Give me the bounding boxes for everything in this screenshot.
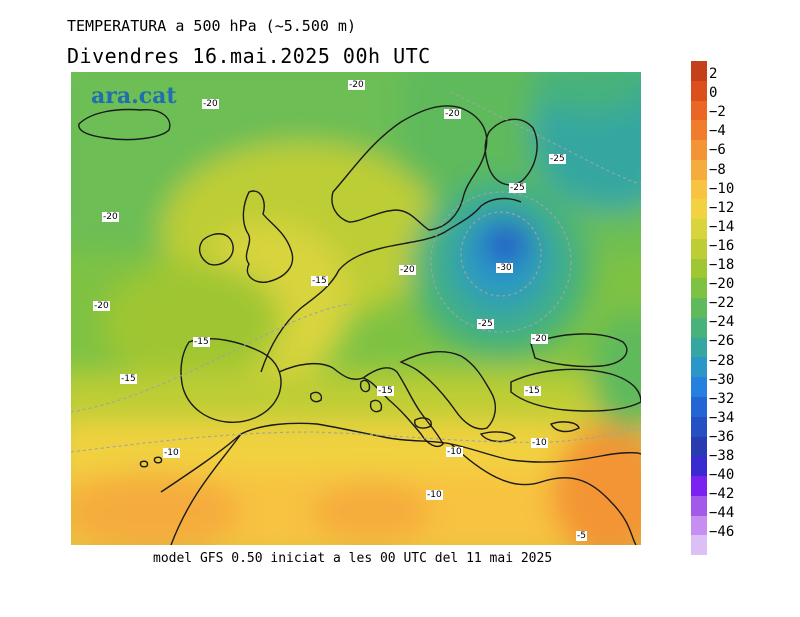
- color-scale-label: −24: [709, 314, 735, 331]
- color-scale-swatch: [691, 80, 707, 101]
- color-scale-label: −34: [709, 409, 735, 426]
- contour-label: -20: [348, 80, 365, 90]
- model-footer: model GFS 0.50 iniciat a les 00 UTC del …: [153, 551, 553, 566]
- color-scale-swatch: [691, 337, 707, 358]
- contour-label: -10: [531, 438, 548, 448]
- color-scale-label: −26: [709, 333, 735, 350]
- color-scale-swatch: [691, 61, 707, 81]
- contour-label: -20: [202, 99, 219, 109]
- contour-label: -20: [102, 212, 119, 222]
- color-scale-swatch: [691, 278, 707, 299]
- color-scale-swatch: [691, 120, 707, 141]
- color-scale-label: 0: [709, 85, 718, 102]
- color-scale-label: 2: [709, 66, 718, 82]
- color-scale-label: −46: [709, 524, 735, 541]
- contour-label: -15: [524, 386, 541, 396]
- contour-label: -30: [496, 263, 513, 273]
- contour-label: -10: [163, 448, 180, 458]
- color-scale-swatch: [691, 179, 707, 200]
- color-scale-swatch: [691, 199, 707, 220]
- color-scale-label: −44: [709, 505, 735, 522]
- color-scale-label: −12: [709, 199, 735, 216]
- color-scale-swatch: [691, 219, 707, 239]
- isotherm-lines: [71, 91, 641, 453]
- color-scale-swatch: [691, 258, 707, 279]
- coastlines: [78, 105, 641, 545]
- color-scale-swatch: [691, 397, 707, 417]
- map-title: TEMPERATURA a 500 hPa (~5.500 m): [67, 17, 356, 35]
- color-scale-label: −8: [709, 161, 726, 178]
- color-scale-bar: [691, 61, 707, 556]
- color-scale-swatch: [691, 238, 707, 259]
- color-scale-swatch: [691, 456, 707, 477]
- color-scale-swatch: [691, 159, 707, 180]
- color-scale-swatch: [691, 476, 707, 496]
- color-scale-label: −2: [709, 104, 726, 121]
- contour-label: -10: [446, 447, 463, 457]
- color-scale-label: −30: [709, 371, 735, 388]
- color-scale-label: −20: [709, 276, 735, 293]
- color-scale-label: −38: [709, 448, 735, 464]
- contour-label: -20: [531, 334, 548, 344]
- contour-label: -15: [311, 276, 328, 286]
- color-scale-label: −10: [709, 180, 735, 197]
- contour-label: -20: [444, 109, 461, 119]
- contour-label: -10: [426, 490, 443, 500]
- color-scale-label: −42: [709, 486, 735, 503]
- contour-label: -15: [120, 374, 137, 384]
- contour-label: -25: [477, 319, 494, 329]
- color-scale-label: −40: [709, 467, 735, 484]
- map-canvas: ara.cat -20 -20 -20 -25 -25 -20 -15 -20 …: [71, 72, 641, 545]
- color-scale-swatch: [691, 100, 707, 121]
- contour-label: -20: [399, 265, 416, 275]
- color-scale-label: −18: [709, 257, 735, 273]
- map-subtitle: Divendres 16.mai.2025 00h UTC: [67, 44, 431, 68]
- color-scale-label: −22: [709, 295, 735, 312]
- contour-label: -15: [193, 337, 210, 347]
- color-scale-swatch: [691, 515, 707, 536]
- color-scale-swatch: [691, 436, 707, 457]
- contour-label: -25: [509, 183, 526, 193]
- temperature-map: ara.cat -20 -20 -20 -25 -25 -20 -15 -20 …: [71, 72, 641, 545]
- contour-label: -5: [576, 531, 587, 541]
- color-scale-swatch: [691, 317, 707, 338]
- contour-label: -20: [93, 301, 110, 311]
- color-scale-swatch: [691, 416, 707, 437]
- color-scale-swatch: [691, 357, 707, 378]
- color-scale-label: −14: [709, 218, 735, 235]
- color-scale-label: −36: [709, 428, 735, 445]
- color-scale-swatch: [691, 495, 707, 516]
- ara-cat-logo: ara.cat: [91, 83, 177, 109]
- contour-label: -15: [377, 386, 394, 396]
- color-scale-swatch: [691, 535, 707, 556]
- color-scale-swatch: [691, 298, 707, 318]
- color-scale-label: −6: [709, 142, 726, 159]
- contour-label: -25: [549, 154, 566, 164]
- color-scale-swatch: [691, 377, 707, 398]
- color-scale-label: −4: [709, 123, 726, 140]
- color-scale-swatch: [691, 140, 707, 160]
- color-scale-label: −16: [709, 237, 735, 254]
- color-scale-label: −28: [709, 352, 735, 369]
- color-scale-label: −32: [709, 390, 735, 407]
